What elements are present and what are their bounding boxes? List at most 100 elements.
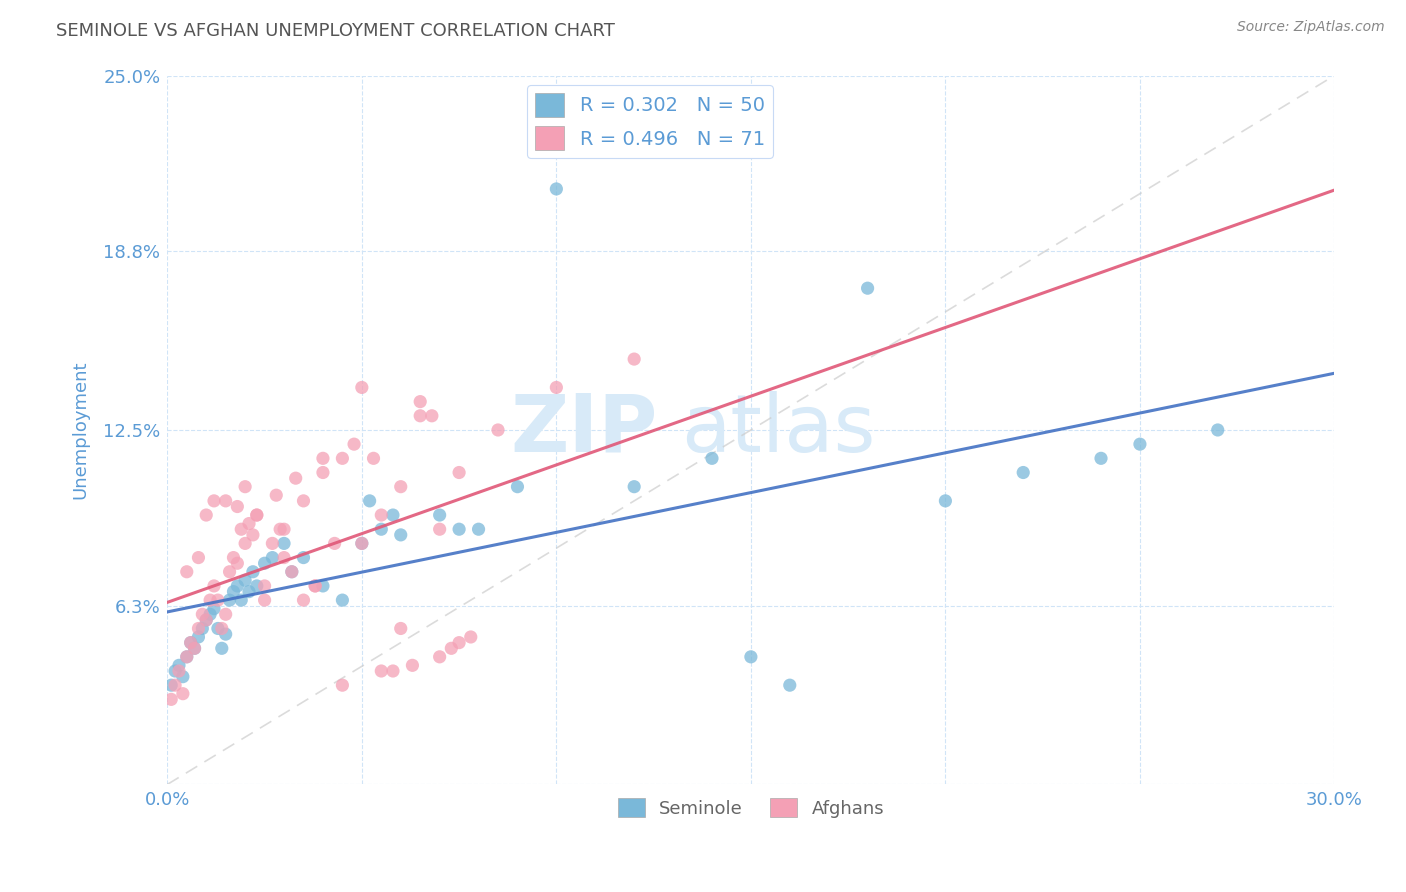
Point bbox=[231, 593, 253, 607]
Point bbox=[207, 622, 229, 636]
Point bbox=[312, 451, 335, 466]
Point bbox=[467, 522, 489, 536]
Point bbox=[253, 556, 276, 570]
Point bbox=[191, 622, 214, 636]
Point bbox=[198, 607, 221, 622]
Point bbox=[284, 471, 307, 485]
Point bbox=[281, 565, 304, 579]
Point bbox=[546, 182, 568, 196]
Point bbox=[546, 380, 568, 394]
Point bbox=[207, 593, 229, 607]
Point bbox=[242, 565, 264, 579]
Point bbox=[440, 641, 463, 656]
Point bbox=[167, 658, 190, 673]
Point bbox=[486, 423, 509, 437]
Point bbox=[1206, 423, 1229, 437]
Point bbox=[172, 687, 194, 701]
Point bbox=[273, 522, 295, 536]
Point bbox=[165, 664, 187, 678]
Point bbox=[281, 565, 304, 579]
Point bbox=[350, 380, 373, 394]
Point bbox=[332, 593, 354, 607]
Point bbox=[449, 466, 471, 480]
Point bbox=[389, 622, 412, 636]
Point bbox=[202, 601, 225, 615]
Point bbox=[370, 522, 392, 536]
Point bbox=[449, 635, 471, 649]
Point bbox=[218, 565, 240, 579]
Point bbox=[304, 579, 326, 593]
Point bbox=[183, 641, 205, 656]
Point bbox=[226, 556, 249, 570]
Point bbox=[218, 593, 240, 607]
Point bbox=[183, 641, 205, 656]
Legend: Seminole, Afghans: Seminole, Afghans bbox=[610, 791, 891, 825]
Point bbox=[429, 508, 451, 522]
Point bbox=[506, 480, 529, 494]
Point bbox=[187, 550, 209, 565]
Point bbox=[429, 522, 451, 536]
Point bbox=[226, 500, 249, 514]
Point bbox=[312, 466, 335, 480]
Point bbox=[202, 579, 225, 593]
Point bbox=[779, 678, 801, 692]
Point bbox=[176, 565, 198, 579]
Point bbox=[215, 627, 238, 641]
Point bbox=[233, 574, 256, 588]
Point bbox=[304, 579, 326, 593]
Point bbox=[273, 536, 295, 550]
Point bbox=[238, 584, 260, 599]
Point bbox=[233, 536, 256, 550]
Point bbox=[700, 451, 723, 466]
Point bbox=[264, 488, 287, 502]
Point bbox=[160, 678, 183, 692]
Point bbox=[389, 528, 412, 542]
Point bbox=[1012, 466, 1035, 480]
Point bbox=[215, 607, 238, 622]
Point bbox=[401, 658, 423, 673]
Point bbox=[350, 536, 373, 550]
Point bbox=[332, 451, 354, 466]
Point bbox=[292, 593, 315, 607]
Point bbox=[292, 550, 315, 565]
Point bbox=[856, 281, 879, 295]
Point bbox=[187, 622, 209, 636]
Point bbox=[449, 522, 471, 536]
Point bbox=[273, 550, 295, 565]
Point bbox=[231, 522, 253, 536]
Point bbox=[167, 664, 190, 678]
Point bbox=[215, 494, 238, 508]
Point bbox=[180, 635, 202, 649]
Point bbox=[409, 394, 432, 409]
Point bbox=[165, 678, 187, 692]
Point bbox=[460, 630, 482, 644]
Point bbox=[409, 409, 432, 423]
Y-axis label: Unemployment: Unemployment bbox=[72, 360, 89, 500]
Point bbox=[211, 641, 233, 656]
Point bbox=[370, 508, 392, 522]
Point bbox=[176, 649, 198, 664]
Point bbox=[242, 528, 264, 542]
Point bbox=[262, 536, 284, 550]
Point bbox=[191, 607, 214, 622]
Point bbox=[202, 494, 225, 508]
Point bbox=[253, 579, 276, 593]
Point bbox=[292, 494, 315, 508]
Point bbox=[381, 664, 404, 678]
Point bbox=[222, 550, 245, 565]
Point bbox=[246, 579, 269, 593]
Point bbox=[269, 522, 291, 536]
Text: ZIP: ZIP bbox=[510, 391, 658, 469]
Text: atlas: atlas bbox=[681, 391, 875, 469]
Point bbox=[211, 622, 233, 636]
Text: Source: ZipAtlas.com: Source: ZipAtlas.com bbox=[1237, 20, 1385, 34]
Point bbox=[262, 550, 284, 565]
Point bbox=[623, 352, 645, 367]
Point bbox=[195, 613, 218, 627]
Point bbox=[1090, 451, 1112, 466]
Point bbox=[389, 480, 412, 494]
Point bbox=[160, 692, 183, 706]
Point bbox=[623, 480, 645, 494]
Point bbox=[370, 664, 392, 678]
Point bbox=[195, 508, 218, 522]
